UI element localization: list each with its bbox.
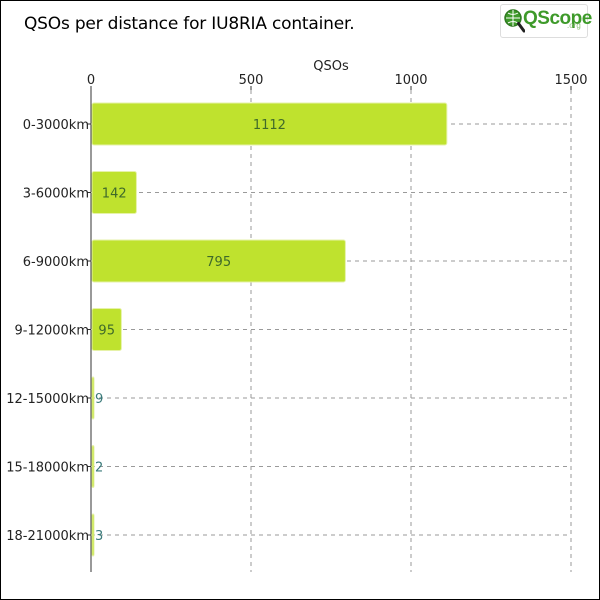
y-tick-label: 18-21000km <box>6 529 89 544</box>
y-tick-label: 15-18000km <box>6 461 89 476</box>
y-tick-label: 0-3000km <box>23 118 89 133</box>
chart-title: QSOs per distance for IU8RIA container. <box>24 14 355 34</box>
x-tick-label: 0 <box>87 73 95 88</box>
bar-data-label: 3 <box>95 529 103 544</box>
x-tick-label: 1000 <box>394 73 427 88</box>
bar <box>91 239 346 283</box>
logo-text: QScope <box>523 8 592 29</box>
bar-data-label: 2 <box>95 461 103 476</box>
x-tick-label: 500 <box>239 73 264 88</box>
bar <box>91 171 137 214</box>
x-tick-label: 1500 <box>554 73 587 88</box>
magnifier-globe-icon <box>504 9 525 33</box>
bar <box>91 308 122 351</box>
logo-suffix: .org <box>567 21 581 30</box>
bar-data-label: 9 <box>95 392 103 407</box>
bar <box>91 513 95 557</box>
bar-data-label: 795 <box>206 255 231 270</box>
y-tick-label: 6-9000km <box>23 255 89 270</box>
bar <box>91 376 95 420</box>
bar-data-label: 142 <box>102 187 127 202</box>
y-tick-label: 12-15000km <box>6 392 89 407</box>
y-tick-label: 9-12000km <box>14 324 89 339</box>
qscope-logo[interactable]: QScope .org <box>500 4 592 38</box>
bar-data-label: 1112 <box>253 118 286 133</box>
bar <box>91 102 448 146</box>
bar <box>91 445 95 488</box>
y-tick-label: 3-6000km <box>23 187 89 202</box>
bar-data-label: 95 <box>98 324 115 339</box>
x-axis-title: QSOs <box>313 59 349 74</box>
